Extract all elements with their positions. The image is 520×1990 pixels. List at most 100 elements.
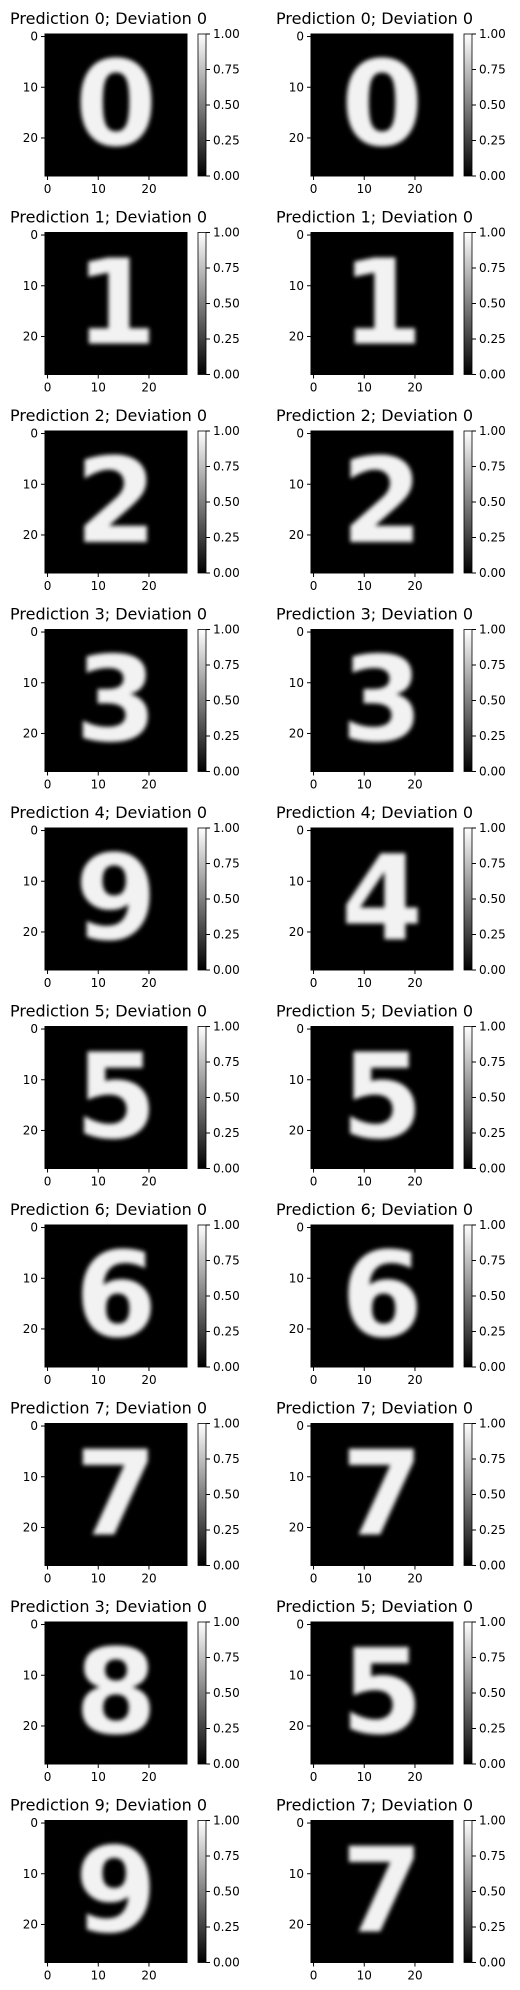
y-tick-label: 10: [289, 477, 304, 491]
y-tick-label: 0: [296, 1618, 304, 1632]
colorbar-tick-label: 0.75: [479, 857, 506, 871]
colorbar-tick-label: 0.50: [213, 694, 240, 708]
panel-title: Prediction 3; Deviation 0: [276, 605, 473, 624]
y-tick-label: 0: [30, 1419, 38, 1433]
colorbar: [197, 1621, 207, 1765]
colorbar-tick-label: 0.75: [213, 261, 240, 275]
x-tick-label: 0: [310, 1969, 318, 1983]
y-tick-label: 0: [30, 1816, 38, 1830]
colorbar-tick-label: 0.00: [213, 765, 240, 779]
digit-glyph: 2: [75, 432, 157, 570]
digit-image: [45, 431, 187, 573]
digit-panel: Prediction 1; Deviation 0100101020200.00…: [276, 208, 506, 395]
digit-panel: Prediction 5; Deviation 0 5 0 0 10 10 20 20 0.00…: [10, 1002, 240, 1189]
x-tick-label: 0: [310, 778, 318, 792]
digit-glyph: 6: [75, 1226, 157, 1364]
digit-glyph: 9: [75, 829, 157, 967]
y-tick-label: 10: [289, 1668, 304, 1682]
digit-glyph: 7: [75, 1425, 157, 1563]
y-tick-label: 20: [289, 329, 304, 343]
colorbar-tick-label: 0.00: [213, 368, 240, 382]
y-tick-label: 10: [23, 1271, 38, 1285]
x-tick-label: 0: [310, 381, 318, 395]
x-tick-label: 0: [44, 1175, 52, 1189]
y-tick-label: 10: [289, 1867, 304, 1881]
y-tick-label: 20: [23, 1917, 38, 1931]
y-tick-label: 0: [30, 625, 38, 639]
colorbar-tick-label: 1.00: [213, 1218, 240, 1232]
x-tick-label: 0: [310, 579, 318, 593]
digit-image: [45, 629, 187, 772]
x-tick-label: 20: [407, 182, 422, 196]
x-tick-label: 20: [141, 579, 156, 593]
y-tick-label: 10: [289, 874, 304, 888]
colorbar-tick-label: 1.00: [213, 27, 240, 41]
colorbar-tick-label: 0.25: [479, 332, 506, 346]
digit-glyph: 5: [341, 1623, 423, 1761]
colorbar-tick-label: 0.00: [213, 1956, 240, 1970]
x-tick-label: 0: [44, 381, 52, 395]
colorbar-tick-label: 0.50: [479, 1289, 506, 1303]
x-tick-label: 0: [310, 1373, 318, 1387]
y-tick-label: 10: [23, 1073, 38, 1087]
panel-title: Prediction 9; Deviation 0: [10, 1796, 207, 1815]
digit-image: [311, 34, 453, 176]
x-tick-label: 10: [357, 778, 372, 792]
colorbar-tick-label: 0.25: [213, 1523, 240, 1537]
digit-image: [311, 828, 453, 970]
image-frame: [44, 1820, 188, 1963]
colorbar-tick-label: 0.75: [479, 63, 506, 77]
x-tick-label: 10: [91, 381, 106, 395]
digit-glyph: 1: [75, 234, 157, 372]
x-tick-label: 0: [44, 976, 52, 990]
digit-image: [45, 1622, 187, 1764]
x-tick-label: 20: [407, 1969, 422, 1983]
colorbar-tick-label: 0.25: [479, 1126, 506, 1140]
y-tick-label: 0: [296, 1221, 304, 1235]
panel-title: Prediction 7; Deviation 0: [10, 1399, 207, 1418]
colorbar-tick-label: 0.25: [213, 134, 240, 148]
colorbar-tick-label: 1.00: [213, 821, 240, 835]
panel-title: Prediction 5; Deviation 0: [276, 1002, 473, 1021]
colorbar-tick-label: 0.75: [213, 63, 240, 77]
colorbar-tick-label: 0.75: [213, 1055, 240, 1069]
colorbar-tick-label: 0.25: [479, 531, 506, 545]
digit-image: [311, 431, 453, 573]
panel-title: Prediction 5; Deviation 0: [276, 1597, 473, 1616]
digit-image: [311, 1423, 453, 1566]
colorbar: [463, 33, 473, 177]
colorbar-tick-label: 0.25: [213, 1920, 240, 1934]
x-tick-label: 0: [44, 1969, 52, 1983]
digit-panel: Prediction 4; Deviation 0 4 0 0 10 10 20 20 0.00…: [276, 803, 506, 990]
colorbar-tick-label: 0.00: [213, 1757, 240, 1771]
y-tick-label: 20: [289, 528, 304, 542]
colorbar-tick-label: 1.00: [213, 1814, 240, 1828]
colorbar: [463, 430, 473, 574]
digit-glyph: 5: [341, 1028, 423, 1166]
colorbar-tick-label: 1.00: [213, 1417, 240, 1431]
colorbar-tick-label: 0.00: [479, 368, 506, 382]
digit-image: [45, 828, 187, 970]
x-tick-label: 20: [141, 182, 156, 196]
colorbar-tick-label: 0.75: [479, 460, 506, 474]
colorbar-tick-label: 0.50: [479, 98, 506, 112]
colorbar-tick-label: 1.00: [213, 424, 240, 438]
digit-panel: Prediction 9; Deviation 0 9 0 0 10 10 20 20 0.00…: [10, 1796, 240, 1983]
x-tick-label: 0: [310, 1175, 318, 1189]
colorbar-tick-label: 1.00: [213, 226, 240, 240]
colorbar-tick-label: 0.50: [479, 1488, 506, 1502]
colorbar-tick-label: 0.50: [213, 1885, 240, 1899]
digit-glyph: 5: [75, 1028, 157, 1166]
x-tick-label: 20: [407, 1373, 422, 1387]
panel-title: Prediction 4; Deviation 0: [276, 803, 473, 822]
colorbar-tick-label: 1.00: [479, 821, 506, 835]
panel-title: Prediction 4; Deviation 0: [10, 803, 207, 822]
colorbar-tick-label: 0.25: [213, 332, 240, 346]
colorbar: [197, 1026, 207, 1169]
y-tick-label: 10: [23, 477, 38, 491]
y-tick-label: 10: [23, 1668, 38, 1682]
y-tick-label: 20: [23, 1719, 38, 1733]
image-frame: [310, 1820, 454, 1963]
colorbar-tick-label: 0.25: [213, 1325, 240, 1339]
